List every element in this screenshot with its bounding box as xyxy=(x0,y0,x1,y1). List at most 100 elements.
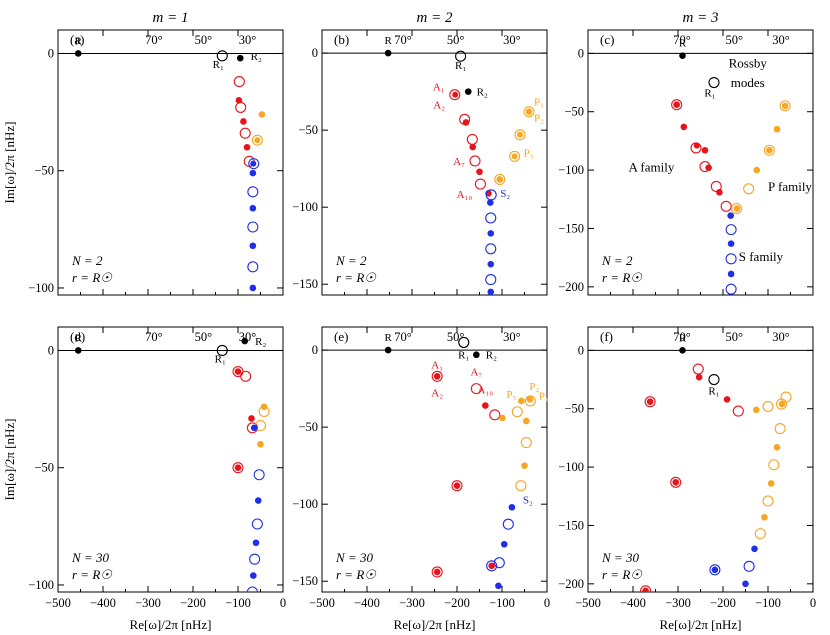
column-titles: m = 1 m = 2 m = 3 xyxy=(153,10,719,26)
y-tick-label: −200 xyxy=(558,577,584,591)
column-title-m3: m = 3 xyxy=(683,10,719,26)
point-label: S₂ xyxy=(523,494,533,506)
y-tick-label: −100 xyxy=(28,281,54,295)
point-orange-filled xyxy=(767,480,775,487)
point-orange-filled xyxy=(496,176,504,183)
y-tick-label: −200 xyxy=(558,280,584,294)
n-annotation: N = 2 xyxy=(335,253,367,268)
y-axis-label-row1: Im[ω]/2π [nHz] xyxy=(2,122,17,204)
point-orange-filled xyxy=(521,462,528,469)
point-red-filled xyxy=(673,101,680,109)
point-red-filled xyxy=(240,118,247,125)
point-orange-filled xyxy=(753,166,761,174)
y-tick-label: −50 xyxy=(298,123,318,137)
point-red-open xyxy=(692,363,704,375)
point-black-filled xyxy=(241,337,249,345)
point-red-open xyxy=(451,480,463,492)
point-blue-open xyxy=(249,553,261,565)
y-tick-label: −150 xyxy=(558,221,584,235)
point-red-open xyxy=(474,178,486,190)
r-annotation: r = R☉ xyxy=(72,270,113,285)
point-label: P₂ xyxy=(529,381,539,393)
point-orange-open xyxy=(258,405,270,417)
point-red-filled xyxy=(672,478,680,486)
point-label: R xyxy=(384,35,392,47)
latitude-label: 70° xyxy=(394,330,412,344)
point-blue-filled xyxy=(500,540,508,548)
point-blue-filled xyxy=(249,284,257,292)
data-points xyxy=(640,347,792,592)
annotation-note: P family xyxy=(768,179,812,194)
point-blue-filled xyxy=(727,212,734,219)
point-blue-filled xyxy=(487,199,494,206)
point-blue-open xyxy=(247,186,259,198)
point-red-filled xyxy=(234,464,242,472)
point-black-open xyxy=(216,344,228,357)
point-label: R₁ xyxy=(458,349,469,361)
point-label: A₇ xyxy=(470,367,482,379)
latitude-label: 30° xyxy=(503,33,521,47)
x-tick-label: −100 xyxy=(489,596,515,610)
x-tick-label: −500 xyxy=(575,596,601,610)
r-annotation: r = R☉ xyxy=(602,270,643,285)
point-label: P₅ xyxy=(506,389,516,401)
column-title-m1: m = 1 xyxy=(153,10,189,26)
point-blue-filled xyxy=(487,260,495,268)
point-blue-open xyxy=(493,557,505,569)
x-tick-label: −100 xyxy=(225,596,251,610)
x-tick-label: −400 xyxy=(620,596,646,610)
point-orange-open xyxy=(511,406,523,418)
annotation-note: A family xyxy=(629,159,675,174)
point-orange-filled xyxy=(517,131,523,138)
point-red-open xyxy=(720,200,732,212)
x-axis-label-col1: Re[ω]/2π [nHz] xyxy=(130,617,212,632)
latitude-label: 50° xyxy=(726,330,744,344)
point-black-filled xyxy=(384,346,392,354)
y-tick-label: 0 xyxy=(578,343,584,357)
latitude-label: 30° xyxy=(239,33,257,47)
point-blue-open xyxy=(486,560,498,572)
point-label: R₁ xyxy=(708,386,719,398)
panel-label: (f) xyxy=(600,329,613,344)
point-blue-filled xyxy=(250,160,257,167)
point-red-open xyxy=(239,127,251,139)
point-red-open xyxy=(431,370,443,382)
point-black-filled xyxy=(679,52,686,59)
y-tick-label: −150 xyxy=(292,277,318,291)
point-orange-filled xyxy=(518,397,525,405)
x-tick-label: −400 xyxy=(354,596,380,610)
point-orange-open xyxy=(515,480,527,492)
point-blue-filled xyxy=(727,240,735,247)
latitude-label: 70° xyxy=(145,330,163,344)
annotation-note: modes xyxy=(731,75,765,90)
point-blue-open xyxy=(725,283,737,295)
point-blue-filled xyxy=(487,230,495,237)
point-red-filled xyxy=(433,568,441,576)
point-blue-filled xyxy=(249,169,257,177)
latitude-label: 70° xyxy=(145,33,163,47)
point-red-filled xyxy=(476,168,483,176)
point-red-filled xyxy=(716,188,723,196)
point-orange-open xyxy=(762,495,774,507)
point-label: P₅ xyxy=(524,147,534,159)
point-blue-open xyxy=(502,518,514,530)
latitude-label: 50° xyxy=(447,330,465,344)
point-orange-filled xyxy=(499,414,506,422)
point-red-filled xyxy=(452,91,459,98)
point-orange-filled xyxy=(778,400,786,408)
point-label: R₁ xyxy=(704,88,715,100)
point-blue-open xyxy=(485,243,497,255)
column-title-m2: m = 2 xyxy=(417,10,453,26)
point-label: P₁ xyxy=(539,390,549,402)
x-tick-label: −100 xyxy=(755,596,781,610)
point-orange-open xyxy=(743,183,755,195)
point-red-open xyxy=(644,396,656,408)
data-points xyxy=(671,52,791,295)
point-red-filled xyxy=(433,373,441,380)
point-orange-open xyxy=(763,144,775,156)
panel-a: 0 −50 −100 70° 50° 30° (a) N = 2 r = R☉ R R₁ R₂ xyxy=(28,29,284,296)
point-red-filled xyxy=(482,402,489,409)
latitude-label: 30° xyxy=(503,330,521,344)
n-annotation: N = 30 xyxy=(601,550,639,565)
